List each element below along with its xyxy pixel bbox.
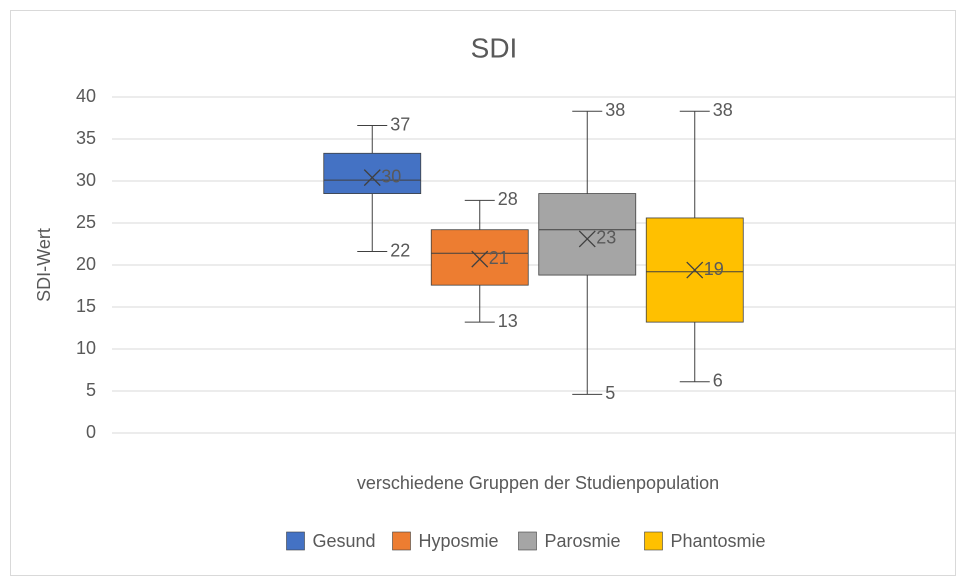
y-tick-label: 10 — [76, 338, 96, 358]
legend-swatch — [518, 531, 537, 551]
y-tick-label: 25 — [76, 212, 96, 232]
y-tick-label: 40 — [76, 86, 96, 106]
data-label: 19 — [704, 259, 724, 279]
box — [323, 152, 422, 194]
box — [538, 193, 637, 276]
legend-label: Gesund — [313, 531, 376, 551]
mean-marker — [686, 261, 704, 279]
chart-title: SDI — [471, 32, 518, 63]
data-label: 22 — [390, 240, 410, 260]
chart-border — [10, 10, 956, 576]
legend-label: Phantosmie — [671, 531, 766, 551]
data-label: 38 — [605, 100, 625, 120]
data-label: 28 — [498, 189, 518, 209]
box — [430, 229, 529, 286]
data-label: 38 — [713, 100, 733, 120]
data-label: 13 — [498, 311, 518, 331]
data-label: 23 — [596, 228, 616, 248]
y-tick-label: 15 — [76, 296, 96, 316]
y-tick-label: 35 — [76, 128, 96, 148]
legend-swatch — [286, 531, 305, 551]
y-tick-label: 30 — [76, 170, 96, 190]
y-tick-label: 5 — [86, 380, 96, 400]
data-label: 21 — [489, 248, 509, 268]
x-axis-label: verschiedene Gruppen der Studienpopulati… — [357, 473, 719, 493]
legend-label: Parosmie — [545, 531, 621, 551]
data-label: 37 — [390, 114, 410, 134]
data-label: 5 — [605, 383, 615, 403]
mean-marker — [471, 250, 489, 268]
legend-label: Hyposmie — [419, 531, 499, 551]
y-tick-label: 0 — [86, 422, 96, 442]
legend-swatch — [392, 531, 411, 551]
data-label: 6 — [713, 371, 723, 391]
mean-marker — [363, 169, 381, 187]
y-axis-label: SDI-Wert — [34, 228, 54, 302]
data-label: 30 — [381, 166, 401, 186]
y-tick-label: 20 — [76, 254, 96, 274]
mean-marker — [578, 230, 596, 248]
legend-swatch — [644, 531, 663, 551]
